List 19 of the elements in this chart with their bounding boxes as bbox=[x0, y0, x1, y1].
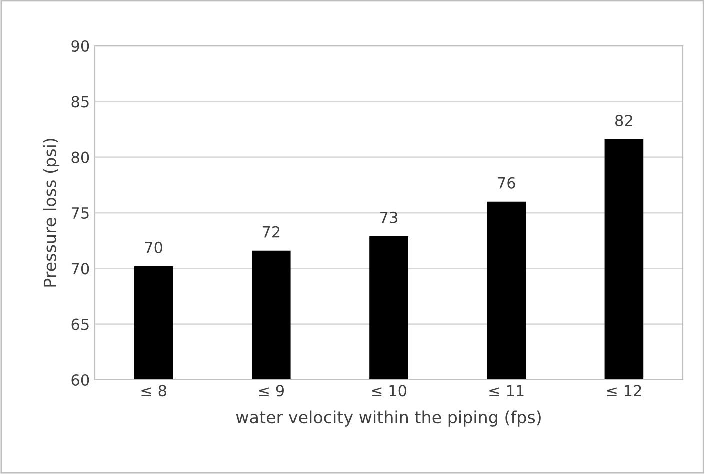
data-label: 76 bbox=[498, 177, 516, 189]
y-tick-label: 80 bbox=[72, 152, 90, 164]
y-tick-label: 70 bbox=[72, 263, 90, 275]
x-tick-label: ≤ 9 bbox=[259, 385, 284, 397]
y-tick-label: 65 bbox=[72, 318, 89, 330]
data-label: 70 bbox=[145, 242, 163, 254]
x-tick-label: ≤ 10 bbox=[372, 385, 407, 397]
y-tick-label: 75 bbox=[72, 208, 89, 220]
y-tick-label: 90 bbox=[72, 40, 90, 52]
x-tick-label: ≤ 11 bbox=[490, 385, 524, 396]
y-axis-title: Pressure loss (psi) bbox=[43, 139, 60, 287]
y-tick-label: 60 bbox=[72, 374, 90, 386]
data-label: 73 bbox=[380, 212, 398, 224]
x-tick-label: ≤ 8 bbox=[142, 385, 166, 397]
y-tick-label: 85 bbox=[72, 96, 89, 108]
data-label: 72 bbox=[262, 226, 280, 238]
x-tick-label: ≤ 12 bbox=[607, 385, 642, 396]
data-label: 82 bbox=[616, 114, 632, 127]
x-axis-title: water velocity within the piping (fps) bbox=[236, 410, 541, 427]
